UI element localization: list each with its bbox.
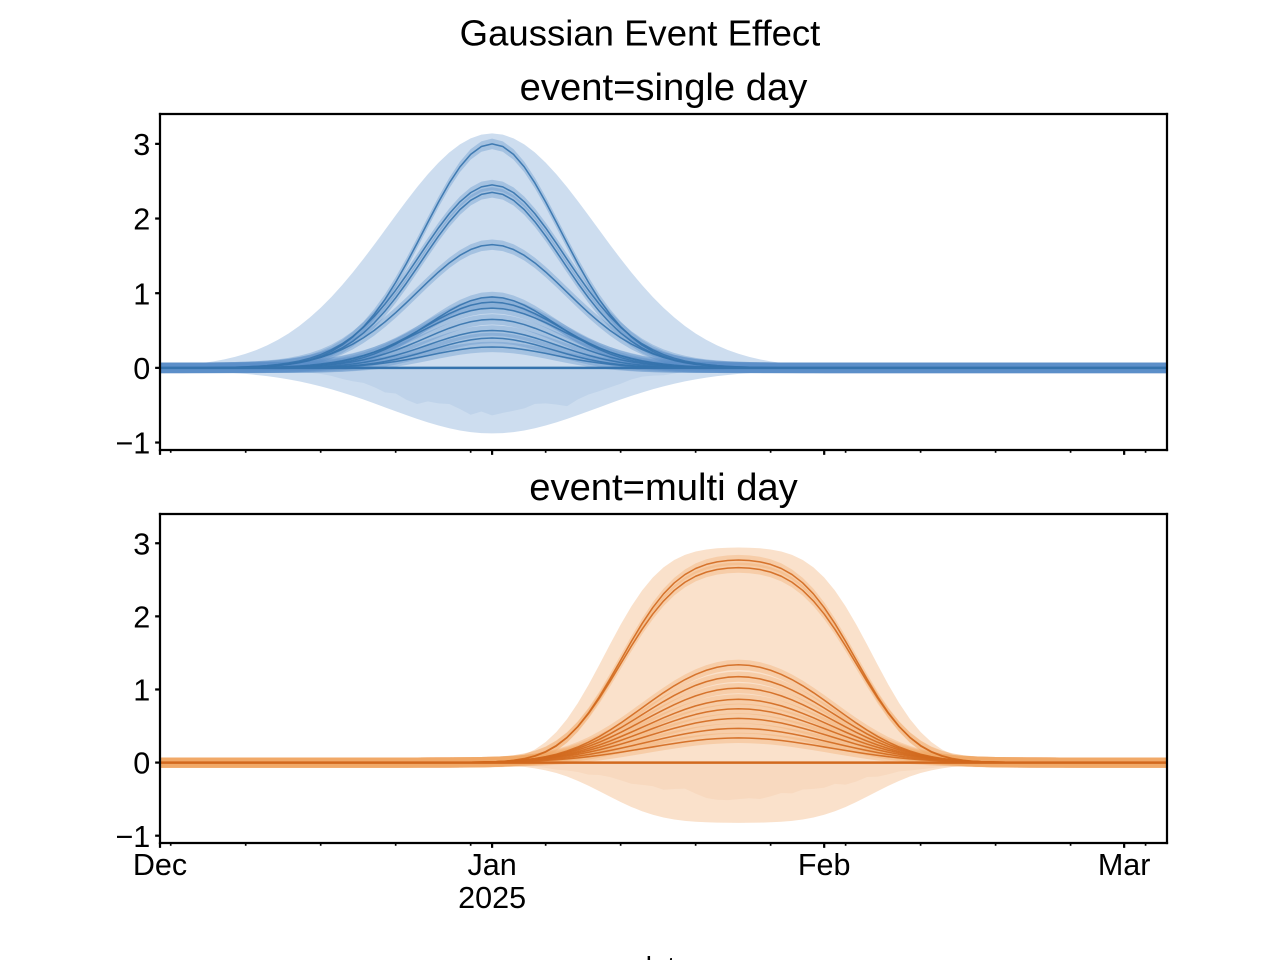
svg-text:2025: 2025 xyxy=(458,881,526,915)
svg-text:1: 1 xyxy=(133,277,150,311)
svg-text:0: 0 xyxy=(133,747,150,781)
svg-text:−1: −1 xyxy=(115,820,150,854)
svg-text:1: 1 xyxy=(133,674,150,708)
svg-text:Gaussian Event Effect: Gaussian Event Effect xyxy=(460,12,821,53)
svg-text:2: 2 xyxy=(133,600,150,634)
svg-text:Jan: Jan xyxy=(467,848,516,882)
svg-text:3: 3 xyxy=(133,527,150,561)
svg-text:date: date xyxy=(636,951,690,960)
svg-text:event=multi day: event=multi day xyxy=(529,466,798,509)
svg-text:−1: −1 xyxy=(115,427,150,461)
svg-text:3: 3 xyxy=(133,128,150,162)
svg-text:2: 2 xyxy=(133,203,150,237)
svg-text:Feb: Feb xyxy=(798,848,851,882)
svg-text:Mar: Mar xyxy=(1098,848,1151,882)
svg-text:event=single day: event=single day xyxy=(520,66,809,109)
svg-text:0: 0 xyxy=(133,352,150,386)
